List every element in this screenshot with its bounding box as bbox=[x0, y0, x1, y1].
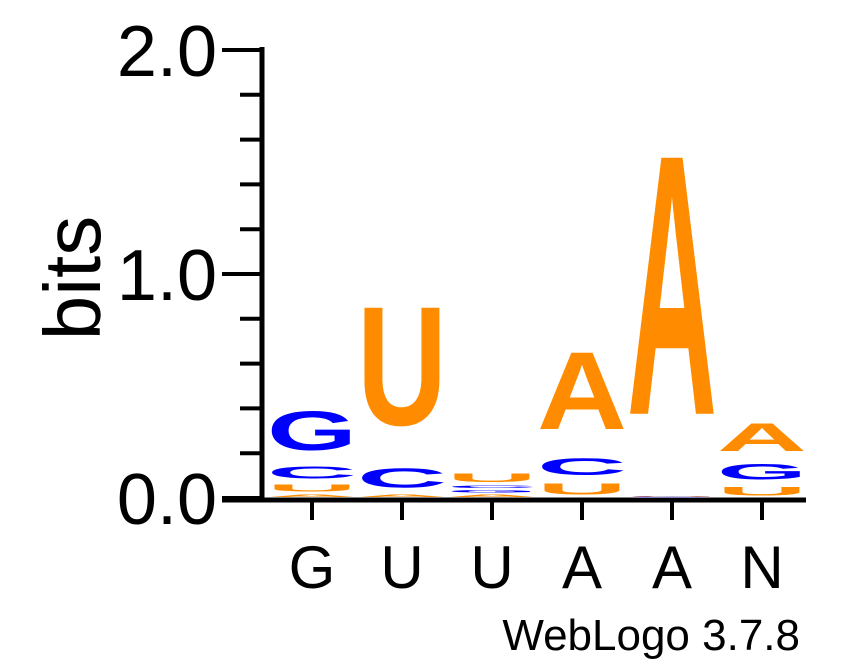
logo-letter-c: C bbox=[267, 462, 357, 482]
axes: 0.01.02.0G U U A A N bbox=[117, 12, 806, 601]
logo-letter-a: A bbox=[357, 493, 447, 497]
logo-letter-c: C bbox=[357, 462, 447, 493]
logo-letter-a: A bbox=[717, 415, 807, 460]
logo-letter-a: A bbox=[267, 493, 357, 497]
x-tick-label: U bbox=[380, 534, 423, 601]
logo-letter-g: G bbox=[717, 460, 807, 485]
logo-letter-u: U bbox=[537, 480, 627, 498]
logo-letter-u: U bbox=[267, 482, 357, 493]
y-axis-label: bits bbox=[28, 216, 117, 341]
x-tick-label: A bbox=[652, 534, 692, 601]
x-tick-label: U bbox=[470, 534, 513, 601]
logo-letter-a: A bbox=[627, 77, 717, 493]
logo-letter-g: G bbox=[627, 496, 717, 497]
logo-letter-g: G bbox=[447, 489, 537, 493]
logo-letter-g: G bbox=[267, 400, 357, 462]
logo-letter-u: U bbox=[447, 471, 537, 484]
logo-letter-a: A bbox=[447, 493, 537, 497]
software-credit: WebLogo 3.7.8 bbox=[502, 611, 800, 660]
logo-letter-u: U bbox=[357, 271, 447, 461]
logo-letter-c: C bbox=[627, 497, 717, 498]
logo-letter-u: U bbox=[627, 496, 717, 497]
logo-letter-c: C bbox=[537, 453, 627, 480]
y-tick-label: 1.0 bbox=[117, 236, 217, 316]
x-tick-label: N bbox=[740, 534, 783, 601]
logo-letter-u: U bbox=[717, 485, 807, 498]
logo-letter-c: C bbox=[447, 485, 537, 489]
logo-letter-a: A bbox=[537, 330, 627, 453]
y-tick-label: 2.0 bbox=[117, 12, 217, 92]
y-tick-label: 0.0 bbox=[117, 460, 217, 540]
x-tick-label: G bbox=[289, 534, 336, 601]
x-tick-label: A bbox=[562, 534, 602, 601]
